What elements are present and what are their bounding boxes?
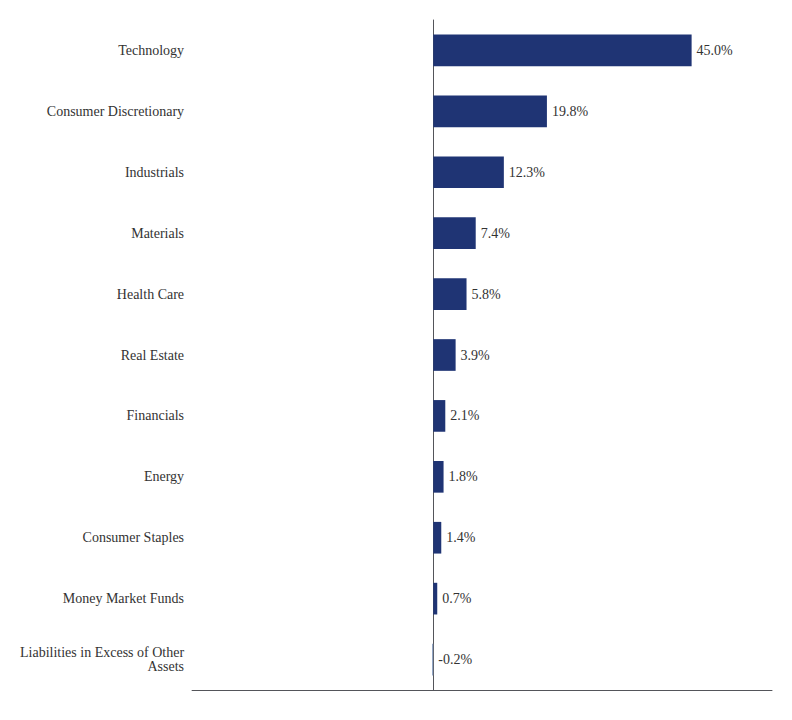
svg-text:45.0%: 45.0%	[697, 43, 734, 58]
svg-text:Consumer Staples: Consumer Staples	[83, 530, 185, 545]
svg-text:Industrials: Industrials	[125, 165, 184, 180]
svg-text:Health Care: Health Care	[117, 287, 184, 302]
svg-text:12.3%: 12.3%	[509, 165, 545, 180]
svg-text:5.8%: 5.8%	[472, 287, 502, 302]
svg-text:Money Market Funds: Money Market Funds	[63, 591, 184, 606]
svg-text:Real Estate: Real Estate	[121, 348, 184, 363]
svg-text:Financials: Financials	[127, 408, 185, 423]
svg-text:Technology: Technology	[118, 43, 184, 58]
svg-text:7.4%: 7.4%	[481, 226, 511, 241]
svg-text:Energy: Energy	[144, 469, 184, 484]
svg-text:19.8%: 19.8%	[552, 104, 589, 119]
svg-text:-0.2%: -0.2%	[438, 652, 472, 667]
svg-text:1.4%: 1.4%	[446, 530, 476, 545]
svg-text:Materials: Materials	[131, 226, 184, 241]
svg-text:0.7%: 0.7%	[442, 591, 472, 606]
svg-text:2.1%: 2.1%	[450, 408, 480, 423]
svg-text:Liabilities in Excess of Other: Liabilities in Excess of Other	[20, 645, 184, 660]
svg-text:Assets: Assets	[148, 659, 185, 674]
svg-text:1.8%: 1.8%	[449, 469, 479, 484]
svg-text:3.9%: 3.9%	[461, 348, 491, 363]
svg-text:Consumer Discretionary: Consumer Discretionary	[47, 104, 184, 119]
